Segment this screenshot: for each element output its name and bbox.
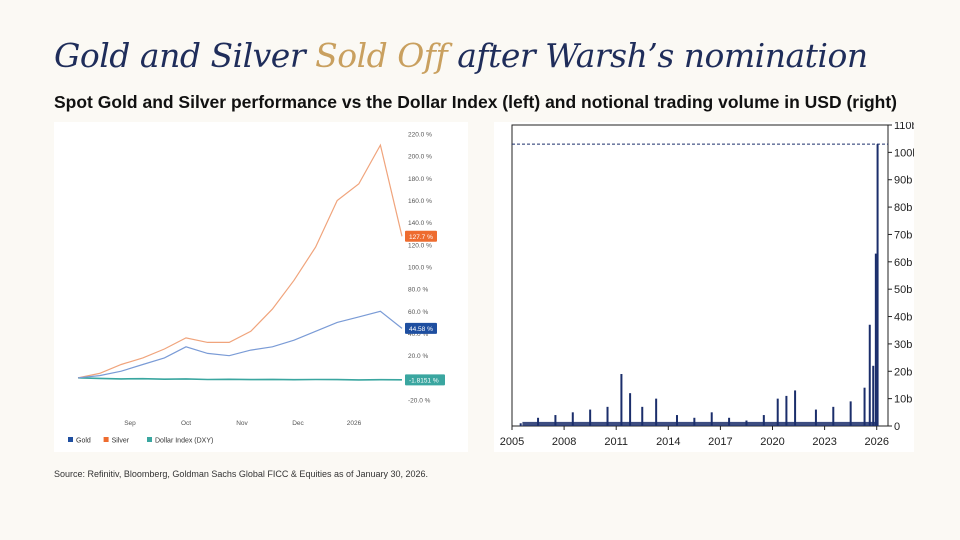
volume-bar: [655, 398, 658, 426]
series-line-gold: [77, 310, 403, 379]
volume-bar: [675, 415, 678, 426]
legend-swatch: [68, 437, 73, 442]
volume-bar: [693, 417, 696, 426]
x-tick-label: 2011: [604, 436, 628, 448]
page-title: Gold and Silver Sold Off after Warsh’s n…: [54, 36, 868, 75]
x-tick-label: 2005: [500, 436, 524, 448]
title-part-1: Gold and Silver: [54, 36, 316, 75]
y-tick-label: 220.0 %: [408, 132, 432, 139]
volume-bar: [794, 390, 797, 426]
y-tick-label: 120.0 %: [408, 242, 432, 249]
volume-bar: [710, 412, 713, 426]
x-tick-label: Dec: [292, 420, 304, 427]
y-tick-label: 80.0 %: [408, 287, 428, 294]
x-tick-label: 2014: [656, 436, 680, 448]
y-tick-label: 100b: [894, 147, 914, 159]
y-tick-label: 100.0 %: [408, 265, 432, 272]
volume-bar: [814, 409, 817, 426]
performance-chart: -20.0 % 20.0 % 40.0 % 60.0 % 80.0 % 100.0 % 12…: [68, 132, 445, 445]
volume-baseline-band: [522, 421, 879, 426]
y-tick-label: 160.0 %: [408, 198, 432, 205]
volume-bar: [863, 387, 866, 426]
volume-bar: [776, 398, 779, 426]
y-tick-label: 200.0 %: [408, 154, 432, 161]
x-tick-label: 2020: [760, 436, 784, 448]
volume-bar: [868, 324, 871, 426]
last-value-label: 127.7 %: [409, 234, 433, 241]
volume-bar: [849, 401, 852, 426]
y-tick-label: 60b: [894, 257, 912, 269]
page-subtitle: Spot Gold and Silver performance vs the …: [54, 92, 897, 112]
y-tick-label: 140.0 %: [408, 220, 432, 227]
y-tick-label: 40.0 %: [408, 331, 428, 338]
x-tick-label: Nov: [236, 420, 248, 427]
legend-label: Silver: [112, 438, 130, 445]
volume-bar: [620, 374, 623, 426]
volume-bar: [762, 415, 765, 426]
legend-label: Gold: [76, 438, 91, 445]
volume-bar: [832, 406, 835, 426]
y-tick-label: 30b: [894, 339, 912, 351]
volume-bar: [876, 144, 879, 426]
plot-frame: [511, 124, 889, 427]
y-tick-label: 20.0 %: [408, 353, 428, 360]
y-tick-label: 50b: [894, 284, 912, 296]
volume-bar: [728, 417, 731, 426]
y-tick-label: 110b: [894, 122, 914, 132]
volume-bar: [606, 406, 609, 426]
legend-swatch: [147, 437, 152, 442]
series-line-dollar-index-dxy-: [77, 377, 403, 381]
x-tick-label: 2026: [347, 420, 362, 427]
title-part-2: after Warsh’s nomination: [447, 36, 868, 75]
volume-bar: [589, 409, 592, 426]
y-tick-label: 60.0 %: [408, 309, 428, 316]
x-tick-label: Oct: [181, 420, 191, 427]
volume-bar: [641, 406, 644, 426]
x-tick-label: 2026: [864, 436, 888, 448]
y-tick-label: 180.0 %: [408, 176, 432, 183]
y-tick-label: 40b: [894, 312, 912, 324]
title-highlight: Sold Off: [315, 36, 448, 75]
volume-bar: [872, 365, 875, 426]
series-line-silver: [77, 143, 403, 379]
y-tick-label: 0: [894, 421, 900, 433]
y-tick-label: 10b: [894, 394, 912, 406]
volume-chart-panel: 0 10b 20b 30b 40b 50b 60b 70b 80b 90b 100b 110b 2005…: [494, 120, 919, 452]
performance-chart-panel: -20.0 % 20.0 % 40.0 % 60.0 % 80.0 % 100.0 % 12…: [54, 122, 468, 452]
x-tick-label: 2008: [552, 436, 576, 448]
last-value-badge: [405, 322, 437, 334]
y-tick-label: 80b: [894, 202, 912, 214]
volume-bar: [554, 415, 557, 426]
volume-bar: [785, 395, 788, 426]
volume-bar: [629, 393, 632, 426]
y-tick-label: -20.0 %: [408, 398, 431, 405]
last-value-badge: [405, 230, 437, 242]
source-note: Source: Refinitiv, Bloomberg, Goldman Sa…: [54, 469, 429, 479]
volume-bar: [571, 412, 574, 426]
last-value-label: 44.58 %: [409, 326, 433, 333]
x-tick-label: Sep: [124, 420, 136, 427]
y-tick-label: 70b: [894, 229, 912, 241]
last-value-label: -1.8151 %: [409, 377, 439, 384]
last-value-badge: [405, 374, 445, 386]
y-tick-label: 90b: [894, 175, 912, 187]
legend-label: Dollar Index (DXY): [155, 438, 213, 445]
volume-bar: [537, 417, 540, 426]
volume-bar: [745, 420, 748, 426]
x-tick-label: 2017: [708, 436, 732, 448]
volume-bar: [874, 253, 877, 426]
volume-chart: 0 10b 20b 30b 40b 50b 60b 70b 80b 90b 100b 110b 2005…: [500, 120, 919, 448]
y-tick-label: 20b: [894, 366, 912, 378]
volume-bar: [519, 423, 522, 426]
x-tick-label: 2023: [812, 436, 836, 448]
legend-swatch: [103, 437, 109, 442]
